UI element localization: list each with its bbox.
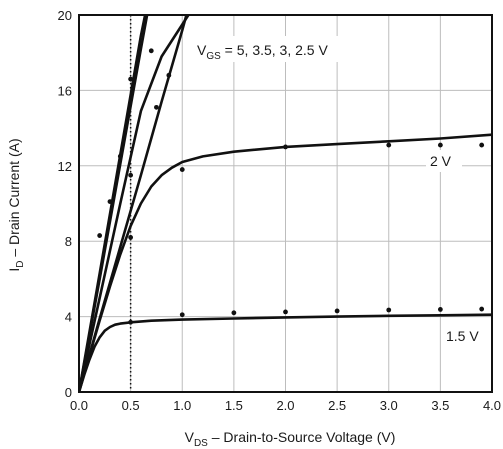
data-points bbox=[97, 48, 485, 325]
plot-frame bbox=[78, 14, 493, 393]
data-point bbox=[107, 199, 113, 205]
data-point bbox=[97, 233, 103, 238]
y-tick-label: 0 bbox=[65, 385, 72, 400]
x-tick-label: 3.5 bbox=[431, 398, 449, 413]
x-tick-label: 1.5 bbox=[225, 398, 243, 413]
data-point bbox=[128, 172, 134, 178]
data-point bbox=[148, 48, 154, 54]
curves bbox=[79, 15, 492, 392]
data-point bbox=[128, 319, 134, 325]
y-axis-label: ID – Drain Current (A) bbox=[6, 138, 26, 271]
vgs-label-background bbox=[194, 36, 362, 62]
data-point bbox=[334, 308, 340, 314]
series-line-3 bbox=[79, 15, 190, 392]
series-line-2-V bbox=[79, 133, 492, 392]
data-point bbox=[231, 310, 237, 316]
data-point bbox=[479, 306, 485, 312]
x-tick-label: 0.0 bbox=[70, 398, 88, 413]
one-five-v-annotation: 1.5 V bbox=[446, 328, 479, 344]
x-tick-label: 3.0 bbox=[380, 398, 398, 413]
data-point bbox=[437, 142, 443, 148]
series-line-1-5-V bbox=[79, 313, 492, 392]
y-tick-label: 16 bbox=[58, 83, 72, 98]
data-point bbox=[128, 235, 134, 240]
data-point bbox=[437, 307, 443, 312]
data-point bbox=[179, 167, 185, 172]
vgs-annotation: VGS = 5, 3.5, 3, 2.5 V bbox=[197, 42, 328, 62]
x-tick-label: 2.0 bbox=[276, 398, 294, 413]
data-point bbox=[386, 307, 392, 313]
y-tick-label: 12 bbox=[58, 159, 72, 174]
x-tick-label: 4.0 bbox=[483, 398, 501, 413]
y-tick-label: 20 bbox=[58, 8, 72, 23]
y-tick-label: 4 bbox=[65, 310, 72, 325]
x-tick-label: 2.5 bbox=[328, 398, 346, 413]
data-point bbox=[179, 312, 185, 318]
data-point bbox=[283, 309, 288, 315]
x-axis-label: VDS – Drain-to-Source Voltage (V) bbox=[185, 429, 396, 449]
two-v-label-background bbox=[426, 150, 462, 172]
y-tick-labels: 0 4 8 12 16 20 bbox=[58, 8, 72, 400]
series-line-3-5 bbox=[79, 15, 149, 392]
two-v-annotation: 2 V bbox=[430, 153, 452, 169]
x-tick-label: 0.5 bbox=[122, 398, 140, 413]
data-point bbox=[166, 72, 172, 78]
data-point bbox=[117, 153, 123, 159]
data-point bbox=[154, 104, 159, 110]
y-tick-label: 8 bbox=[65, 234, 72, 249]
data-point bbox=[479, 142, 485, 148]
data-point bbox=[386, 142, 392, 148]
data-point bbox=[283, 144, 288, 150]
data-point bbox=[128, 76, 134, 82]
x-tick-labels: 0.0 0.5 1.0 1.5 2.0 2.5 3.0 3.5 4.0 bbox=[70, 398, 501, 413]
x-tick-label: 1.0 bbox=[173, 398, 191, 413]
